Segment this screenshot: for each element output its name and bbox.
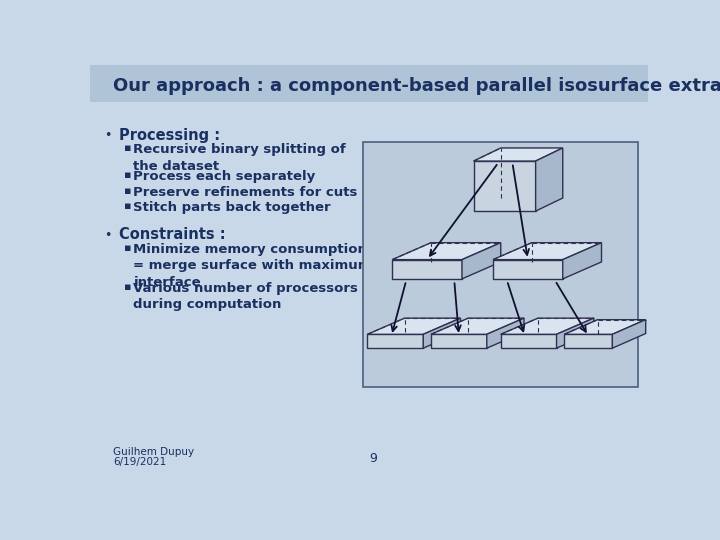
Text: Preserve refinements for cuts: Preserve refinements for cuts bbox=[133, 186, 358, 199]
Text: ▪: ▪ bbox=[124, 201, 132, 211]
Text: 6/19/2021: 6/19/2021 bbox=[113, 457, 166, 467]
Polygon shape bbox=[392, 242, 500, 260]
Polygon shape bbox=[423, 318, 461, 348]
Polygon shape bbox=[536, 148, 563, 211]
Text: ▪: ▪ bbox=[124, 242, 132, 253]
Polygon shape bbox=[367, 318, 461, 334]
Text: Our approach : a component-based parallel isosurface extraction: Our approach : a component-based paralle… bbox=[113, 77, 720, 94]
Text: ▪: ▪ bbox=[124, 282, 132, 292]
Polygon shape bbox=[564, 334, 612, 348]
Text: ▪: ▪ bbox=[124, 170, 132, 180]
Text: Stitch parts back together: Stitch parts back together bbox=[133, 201, 331, 214]
Polygon shape bbox=[557, 318, 594, 348]
Polygon shape bbox=[431, 334, 487, 348]
Text: Constraints :: Constraints : bbox=[120, 227, 226, 242]
Text: 9: 9 bbox=[369, 452, 377, 465]
Polygon shape bbox=[612, 320, 646, 348]
Text: ▪: ▪ bbox=[124, 186, 132, 195]
Polygon shape bbox=[564, 320, 646, 334]
Text: •: • bbox=[104, 130, 112, 143]
Polygon shape bbox=[367, 334, 423, 348]
Polygon shape bbox=[487, 318, 524, 348]
Polygon shape bbox=[500, 318, 594, 334]
Text: Various number of processors
during computation: Various number of processors during comp… bbox=[133, 282, 359, 312]
Bar bbox=[90, 65, 648, 102]
Text: ▪: ▪ bbox=[124, 143, 132, 153]
Polygon shape bbox=[392, 260, 462, 279]
Polygon shape bbox=[431, 318, 524, 334]
Bar bbox=[363, 142, 638, 387]
Text: Minimize memory consumption
= merge surface with maximum
interface: Minimize memory consumption = merge surf… bbox=[133, 242, 372, 289]
Text: •: • bbox=[104, 229, 112, 242]
Text: Processing :: Processing : bbox=[120, 128, 220, 143]
Polygon shape bbox=[500, 334, 557, 348]
Polygon shape bbox=[563, 242, 601, 279]
Polygon shape bbox=[474, 161, 536, 211]
Text: Process each separately: Process each separately bbox=[133, 170, 315, 183]
Polygon shape bbox=[474, 148, 563, 161]
Polygon shape bbox=[493, 260, 563, 279]
Polygon shape bbox=[462, 242, 500, 279]
Text: Recursive binary splitting of
the dataset: Recursive binary splitting of the datase… bbox=[133, 143, 346, 173]
Text: Guilhem Dupuy: Guilhem Dupuy bbox=[113, 448, 194, 457]
Polygon shape bbox=[493, 242, 601, 260]
